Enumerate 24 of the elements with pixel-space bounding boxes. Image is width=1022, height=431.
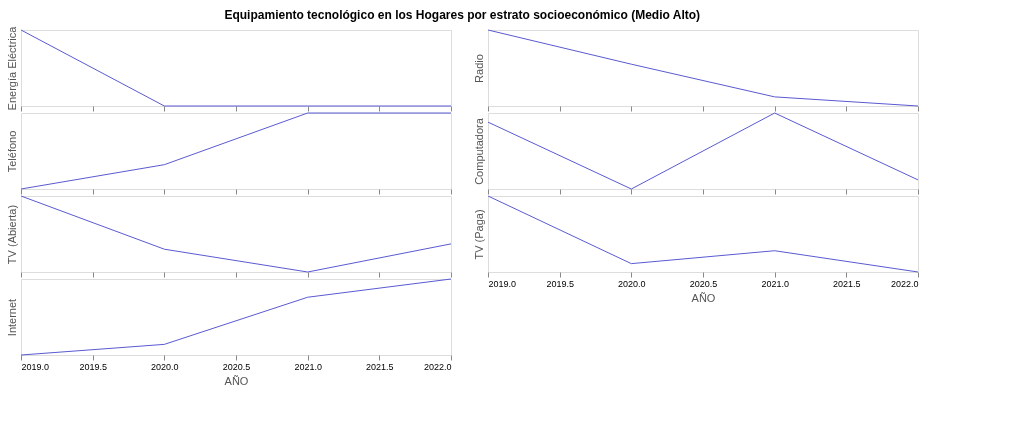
- x-tick-label: 2020.0: [151, 361, 179, 372]
- y-axis-title: Radio: [472, 54, 485, 83]
- y-axis-title: Internet: [5, 298, 18, 337]
- y-axis-title: Teléfono: [5, 130, 18, 173]
- y-axis-title: Computadora: [472, 117, 485, 185]
- x-axis-title: AÑO: [224, 374, 249, 387]
- x-tick-label: 2021.0: [761, 278, 789, 289]
- x-axis-title: AÑO: [691, 291, 716, 304]
- x-tick-label: 2022.0: [890, 278, 919, 289]
- x-tick-label: 2021.5: [366, 361, 394, 372]
- x-tick-label: 2020.0: [618, 278, 646, 289]
- x-tick-label: 2019.0: [488, 278, 517, 289]
- y-axis-title: Energía Eléctrica: [5, 25, 18, 111]
- y-axis-title: TV (Paga): [472, 209, 485, 260]
- x-tick-label: 2021.0: [294, 361, 322, 372]
- chart-title: Equipamiento tecnológico en los Hogares por estrato socioeconómico (Medio Alto): [224, 7, 701, 22]
- x-tick-label: 2022.0: [423, 361, 452, 372]
- x-tick-label: 2020.5: [689, 278, 718, 289]
- x-tick-label: 2019.5: [546, 278, 574, 289]
- x-tick-label: 2020.5: [222, 361, 251, 372]
- x-tick-label: 2021.5: [833, 278, 861, 289]
- y-axis-title: TV (Abierta): [5, 204, 18, 265]
- x-tick-label: 2019.5: [79, 361, 107, 372]
- x-tick-label: 2019.0: [21, 361, 50, 372]
